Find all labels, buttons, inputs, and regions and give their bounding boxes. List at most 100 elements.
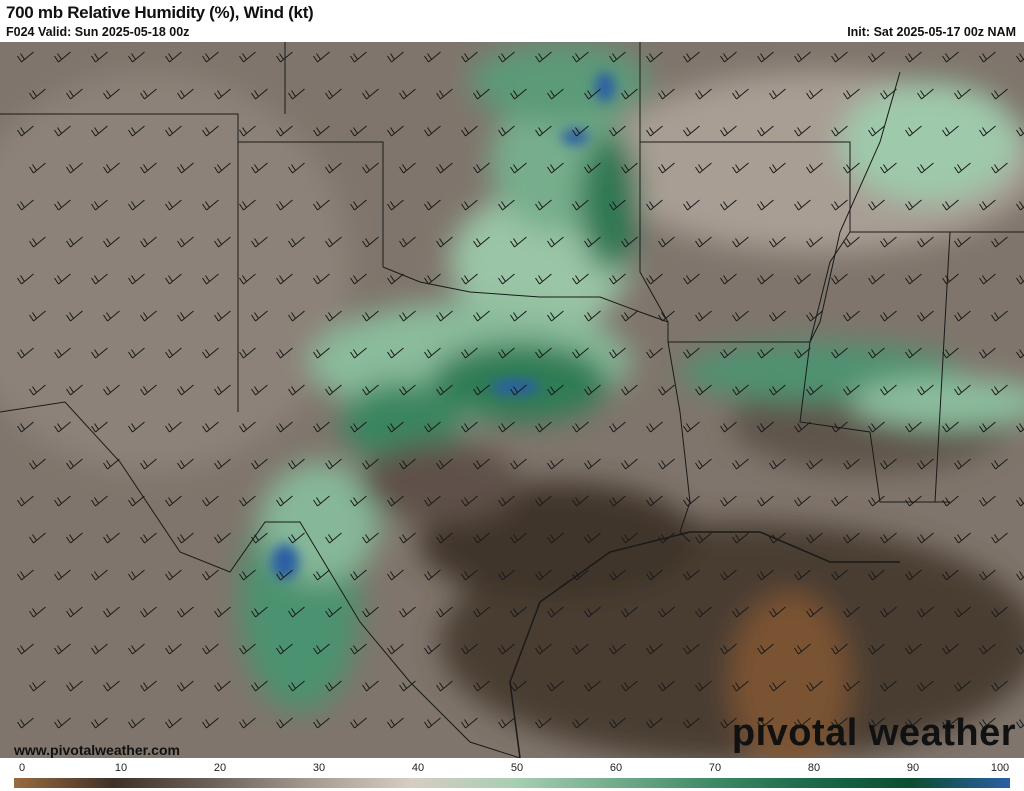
wind-barb (424, 347, 441, 359)
wind-barb (658, 88, 675, 100)
wind-barb (572, 421, 589, 433)
wind-barb (683, 495, 700, 507)
wind-barb (732, 458, 749, 470)
wind-barb (572, 569, 589, 581)
wind-barb (66, 162, 83, 174)
wind-barb (251, 384, 268, 396)
wind-barb (436, 384, 453, 396)
wind-barb (905, 643, 922, 655)
wind-barb (424, 421, 441, 433)
wind-barb (29, 458, 46, 470)
wind-barb (843, 384, 860, 396)
wind-barb (695, 162, 712, 174)
wind-barb (942, 51, 959, 63)
wind-barb (177, 680, 194, 692)
wind-barb (646, 125, 663, 137)
wind-barb (399, 384, 416, 396)
wind-barb (276, 495, 293, 507)
wind-barb (214, 162, 231, 174)
wind-barb (436, 606, 453, 618)
wind-barb (905, 421, 922, 433)
wind-barb (473, 236, 490, 248)
wind-barb (66, 236, 83, 248)
wind-barb (239, 199, 256, 211)
wind-barb (942, 199, 959, 211)
wind-barb (214, 606, 231, 618)
wind-barb (387, 199, 404, 211)
wind-barb (239, 717, 256, 729)
wind-barb (91, 51, 108, 63)
wind-barb (473, 680, 490, 692)
wind-barb (769, 458, 786, 470)
wind-barb (535, 273, 552, 285)
wind-barb (473, 310, 490, 322)
wind-barb (17, 569, 34, 581)
wind-barb (66, 680, 83, 692)
wind-barb (880, 384, 897, 396)
wind-barb (17, 199, 34, 211)
wind-barb (794, 347, 811, 359)
wind-barb (535, 51, 552, 63)
wind-barb (1016, 645, 1024, 655)
wind-barb (54, 273, 71, 285)
wind-barb (991, 680, 1008, 692)
wind-barb (547, 606, 564, 618)
wind-barb (732, 606, 749, 618)
wind-barb (979, 273, 996, 285)
wind-barb (177, 458, 194, 470)
wind-barb (584, 236, 601, 248)
wind-barb (794, 51, 811, 63)
wind-barb (572, 199, 589, 211)
wind-barb (880, 88, 897, 100)
wind-barb (66, 532, 83, 544)
wind-barb (584, 458, 601, 470)
wind-barb (695, 310, 712, 322)
wind-barb (239, 495, 256, 507)
wind-barb (547, 680, 564, 692)
wind-barb (202, 273, 219, 285)
wind-barb (54, 495, 71, 507)
wind-barb (880, 680, 897, 692)
wind-barb (29, 310, 46, 322)
wind-barb (461, 717, 478, 729)
wind-barb (806, 162, 823, 174)
wind-barb (831, 643, 848, 655)
wind-barb (202, 495, 219, 507)
wind-barb (979, 643, 996, 655)
wind-barb (683, 51, 700, 63)
wind-barb (905, 125, 922, 137)
wind-barb (387, 643, 404, 655)
wind-barb (399, 236, 416, 248)
wind-barb (498, 421, 515, 433)
wind-barb (17, 125, 34, 137)
wind-barb (769, 606, 786, 618)
wind-barb (66, 384, 83, 396)
wind-barb (54, 199, 71, 211)
wind-barb (535, 125, 552, 137)
wind-barb (239, 569, 256, 581)
wind-barb (177, 236, 194, 248)
wind-barb (720, 421, 737, 433)
wind-barb (214, 310, 231, 322)
wind-barb (239, 51, 256, 63)
wind-barb (979, 199, 996, 211)
wind-barb (498, 643, 515, 655)
colorbar-tick: 80 (807, 762, 821, 774)
wind-barb (362, 532, 379, 544)
wind-barb (658, 458, 675, 470)
wind-barb (942, 347, 959, 359)
wind-barb (436, 88, 453, 100)
wind-barb (572, 125, 589, 137)
wind-barb (621, 310, 638, 322)
wind-barb (214, 236, 231, 248)
wind-barb (54, 717, 71, 729)
wind-barb (424, 643, 441, 655)
wind-barb (140, 236, 157, 248)
wind-barb (66, 310, 83, 322)
wind-barb (202, 421, 219, 433)
wind-barb (387, 495, 404, 507)
wind-barb (794, 643, 811, 655)
wind-barb (140, 458, 157, 470)
wind-barb (103, 532, 120, 544)
wind-barb (29, 162, 46, 174)
